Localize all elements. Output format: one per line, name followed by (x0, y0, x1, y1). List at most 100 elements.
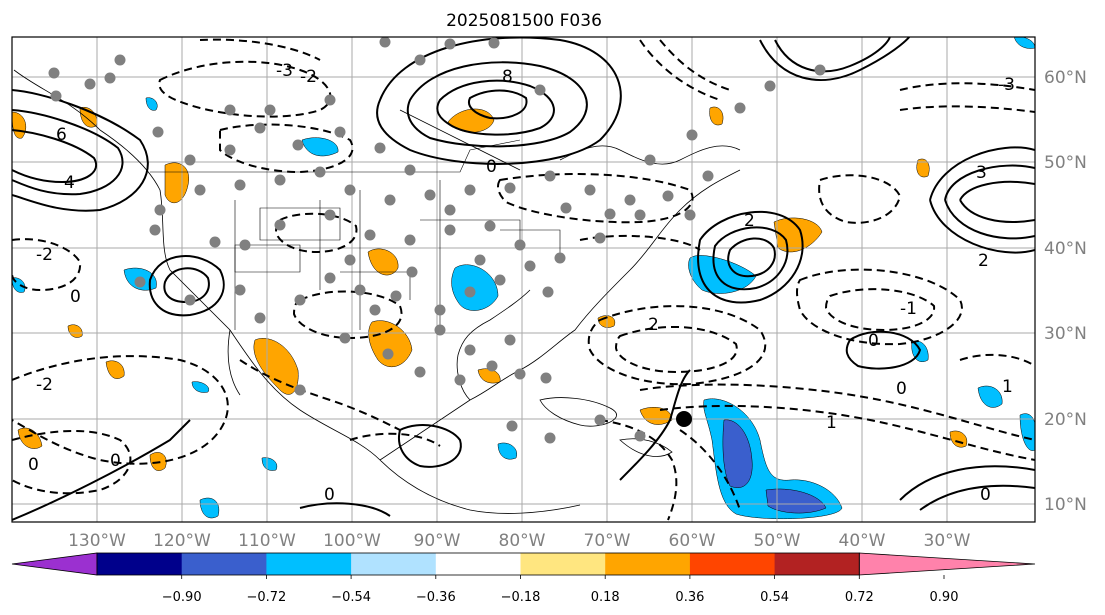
station-marker (702, 170, 714, 182)
station-marker (239, 239, 251, 251)
station-marker (324, 209, 336, 221)
map-panel: -3 -2 -3 -1 0 0 0 2 3 4 6 8 0 0 0 1 2 2 … (11, 36, 1036, 523)
station-marker (224, 104, 236, 116)
station-marker (48, 67, 60, 79)
contour-label: -1 (900, 299, 917, 319)
longitude-label: 90°W (414, 531, 461, 551)
latitude-labels: 60°N 50°N 40°N 30°N 20°N 10°N (1044, 68, 1087, 515)
station-marker (114, 54, 126, 66)
station-marker (594, 232, 606, 244)
station-marker (406, 266, 418, 278)
contour-label: 4 (64, 173, 75, 193)
station-marker (542, 286, 554, 298)
station-marker (234, 284, 246, 296)
station-marker (254, 312, 266, 324)
station-marker (474, 254, 486, 266)
station-marker (662, 190, 674, 202)
station-marker (634, 430, 646, 442)
station-marker (734, 102, 746, 114)
longitude-label: 60°W (669, 531, 716, 551)
latitude-label: 30°N (1044, 324, 1087, 344)
station-marker (506, 420, 518, 432)
colorbar-segment (181, 553, 267, 575)
blue-fill (191, 381, 210, 393)
map-title: 2025081500 F036 (446, 11, 602, 31)
station-marker (488, 37, 500, 49)
station-marker (354, 284, 366, 296)
contour-label: 0 (28, 455, 39, 475)
colorbar-segment (351, 553, 437, 575)
shaded-anomalies (12, 37, 1035, 520)
station-marker (382, 348, 394, 360)
station-marker (184, 154, 196, 166)
station-marker (554, 252, 566, 264)
blue-fill (977, 385, 1003, 408)
station-marker (50, 90, 62, 102)
longitude-label: 30°W (924, 531, 971, 551)
station-marker (274, 219, 286, 231)
contour-label: 0 (896, 379, 907, 399)
station-marker (234, 179, 246, 191)
orange-fill (709, 106, 724, 126)
colorbar-tick-label: 0.54 (760, 590, 789, 605)
station-marker (764, 80, 776, 92)
station-marker (454, 374, 466, 386)
contour-label: 1 (826, 413, 837, 433)
station-marker (209, 236, 221, 248)
station-marker (184, 294, 196, 306)
station-marker (504, 182, 516, 194)
station-marker (314, 166, 326, 178)
station-marker (274, 174, 286, 186)
station-marker (434, 324, 446, 336)
contour-label: 2 (978, 251, 989, 271)
orange-fill (368, 320, 413, 368)
latitude-label: 20°N (1044, 410, 1087, 430)
orange-fill (916, 158, 930, 178)
blue-fill (199, 497, 220, 519)
station-marker (464, 286, 476, 298)
station-marker (524, 260, 536, 272)
station-marker (814, 64, 826, 76)
contour-label: 0 (70, 287, 81, 307)
station-marker (294, 294, 306, 306)
station-marker (414, 54, 426, 66)
station-marker (374, 142, 386, 154)
blue-fill (145, 97, 158, 111)
colorbar-tick-label: 0.36 (675, 590, 704, 605)
station-marker (494, 274, 506, 286)
contour-label: 2 (648, 315, 659, 335)
station-marker (154, 204, 166, 216)
station-marker (339, 332, 351, 344)
contour-label: 6 (56, 125, 67, 145)
contour-label: 0 (324, 485, 335, 505)
orange-fill (253, 338, 299, 395)
station-marker (254, 122, 266, 134)
blue-fill (688, 255, 757, 294)
station-marker (84, 78, 96, 90)
station-marker (404, 234, 416, 246)
latitude-label: 60°N (1044, 68, 1087, 88)
station-marker (514, 368, 526, 380)
contour-label: 0 (486, 157, 497, 177)
colorbar-tick-label: 0.18 (591, 590, 620, 605)
station-marker (292, 139, 304, 151)
contour-label: 0 (980, 485, 991, 505)
station-marker (384, 194, 396, 206)
station-marker (634, 209, 646, 221)
blue-fill (261, 457, 278, 471)
station-marker (294, 384, 306, 396)
colorbar-tick-label: −0.90 (162, 590, 202, 605)
station-marker (324, 94, 336, 106)
contour-label: -3 (276, 61, 293, 81)
colorbar-left-extension (11, 552, 98, 576)
longitude-label: 70°W (584, 531, 631, 551)
colorbar-tick-label: 0.72 (845, 590, 874, 605)
colorbar-tick-label: −0.36 (416, 590, 456, 605)
latitude-label: 10°N (1044, 495, 1087, 515)
station-marker (444, 38, 456, 50)
colorbar-tick-label: −0.72 (246, 590, 286, 605)
colorbar-right-extension (858, 552, 1036, 576)
longitude-label: 50°W (754, 531, 801, 551)
lat-lon-grid (12, 37, 1035, 522)
